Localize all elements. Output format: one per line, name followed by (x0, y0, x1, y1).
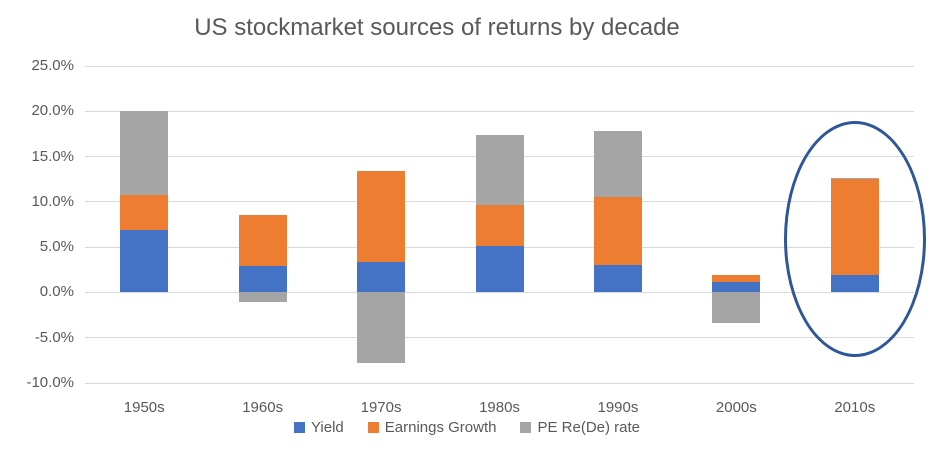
bar-segment-1970s-yield (357, 261, 406, 293)
x-axis-category-label: 1980s (479, 399, 520, 416)
x-axis-category-label: 1960s (242, 399, 284, 416)
y-axis-tick-label: 20.0% (31, 102, 74, 120)
legend-label: Yield (310, 419, 344, 436)
chart-title: US stockmarket sources of returns by dec… (194, 14, 680, 41)
y-axis-tick-label: 10.0% (31, 192, 74, 210)
x-axis-category-label: 2010s (834, 399, 876, 416)
y-axis-tick-label: -5.0% (34, 328, 74, 346)
x-axis-category-label: 2000s (715, 399, 757, 416)
legend-item-earnings-growth: Earnings Growth (367, 419, 497, 436)
bar-segment-1950s-earnings-growth (120, 194, 169, 230)
legend-label: Earnings Growth (384, 419, 497, 436)
bar-segment-1960s-pe-re-de-rate (238, 292, 287, 303)
y-axis-tick-label: 0.0% (39, 283, 74, 301)
y-axis-tick-label: 5.0% (39, 238, 74, 256)
x-axis-category-label: 1950s (123, 399, 165, 416)
bar-segment-2000s-yield (712, 282, 761, 293)
bar-segment-1970s-pe-re-de-rate (357, 292, 406, 364)
x-axis-category-label: 1990s (597, 399, 639, 416)
bar-segment-1950s-pe-re-de-rate (120, 111, 169, 195)
legend-item-pe-re-de-rate: PE Re(De) rate (520, 419, 640, 436)
y-axis-tick-label: -10.0% (26, 374, 74, 391)
legend-label: PE Re(De) rate (537, 419, 641, 436)
bar-segment-2000s-pe-re-de-rate (712, 292, 761, 324)
bar-segment-1970s-earnings-growth (357, 171, 406, 262)
annotation-ellipse (783, 120, 926, 357)
legend-item-yield: Yield (293, 419, 344, 436)
legend: Yield Earnings Growth PE Re(De) rate (0, 419, 934, 436)
bar-segment-1980s-yield (475, 246, 524, 293)
y-axis-tick-label: 25.0% (31, 57, 74, 74)
legend-swatch-icon (367, 422, 379, 433)
y-axis-tick-label: 15.0% (31, 147, 74, 165)
gridline (85, 291, 914, 293)
bar-segment-1990s-earnings-growth (593, 197, 642, 266)
bar-segment-1950s-yield (120, 229, 169, 293)
gridline (85, 382, 914, 384)
bar-segment-1960s-yield (238, 266, 287, 293)
bar-segment-1990s-yield (593, 265, 642, 293)
gridline (85, 110, 914, 112)
bar-segment-1980s-earnings-growth (475, 205, 524, 247)
bar-segment-2000s-earnings-growth (712, 275, 761, 283)
legend-swatch-icon (293, 422, 305, 433)
gridline (85, 337, 914, 339)
legend-swatch-icon (520, 422, 532, 433)
bar-segment-1990s-pe-re-de-rate (593, 131, 642, 198)
bar-segment-1980s-pe-re-de-rate (475, 134, 524, 206)
x-axis-category-label: 1970s (360, 399, 402, 416)
bar-segment-1960s-earnings-growth (238, 215, 287, 267)
gridline (85, 65, 914, 67)
